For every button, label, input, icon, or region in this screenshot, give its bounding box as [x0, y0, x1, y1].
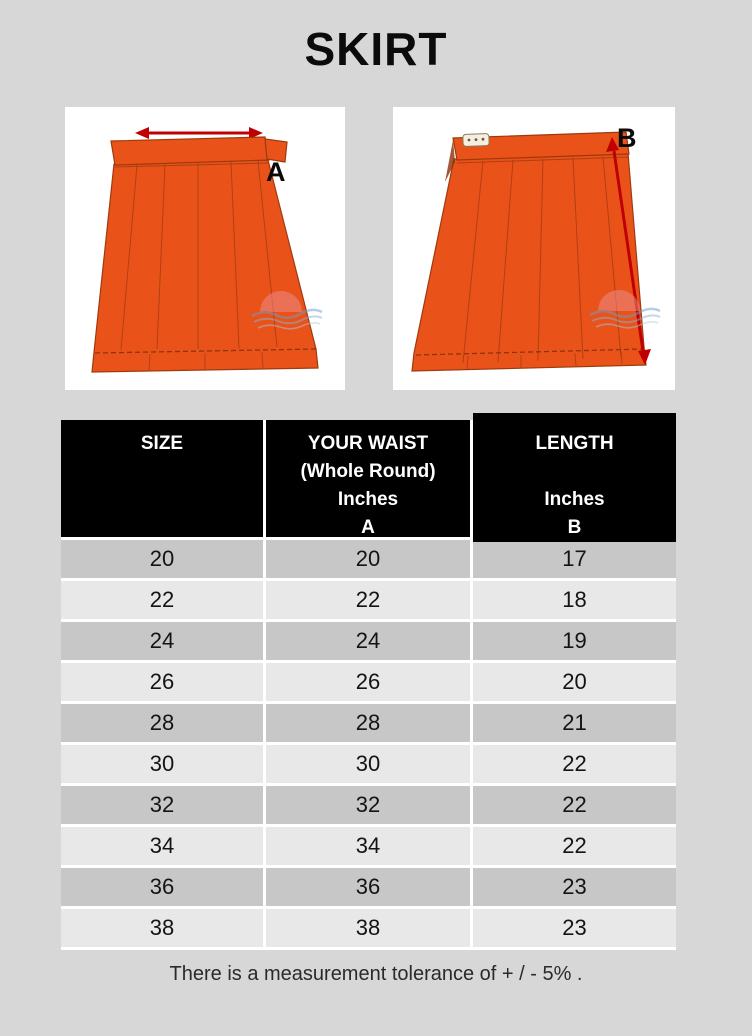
- cell-waist: 36: [266, 868, 470, 906]
- cell-size: 30: [61, 745, 263, 783]
- cell-waist: 38: [266, 909, 470, 947]
- column-header-size: SIZE: [61, 420, 263, 537]
- cell-length: 22: [473, 745, 676, 783]
- cell-waist: 30: [266, 745, 470, 783]
- dimension-label-a: A: [266, 157, 286, 187]
- watermark-logo: [589, 290, 661, 329]
- cell-size: 26: [61, 663, 263, 701]
- skirt-side-drawing: [411, 131, 647, 372]
- size-chart-table: SIZE YOUR WAIST (Whole Round) Inches A L…: [61, 420, 676, 950]
- cell-waist: 22: [266, 581, 470, 619]
- dimension-label-b: B: [617, 123, 637, 153]
- skirt-front-illustration: [91, 127, 323, 373]
- cell-size: 20: [61, 540, 263, 578]
- cell-length: 20: [473, 663, 676, 701]
- cell-size: 34: [61, 827, 263, 865]
- cell-waist: 26: [266, 663, 470, 701]
- skirt-front-figure: A: [65, 107, 345, 390]
- cell-size: 38: [61, 909, 263, 947]
- cell-waist: 28: [266, 704, 470, 742]
- cell-size: 36: [61, 868, 263, 906]
- column-header-waist: YOUR WAIST (Whole Round) Inches A: [266, 420, 470, 538]
- cell-waist: 32: [266, 786, 470, 824]
- cell-size: 28: [61, 704, 263, 742]
- waist-width-arrow-icon: [135, 127, 263, 139]
- cell-length: 23: [473, 909, 676, 947]
- cell-length: 22: [473, 786, 676, 824]
- cell-size: 24: [61, 622, 263, 660]
- watermark-logo: [251, 291, 323, 330]
- cell-length: 22: [473, 827, 676, 865]
- skirt-side-figure: B: [393, 107, 675, 390]
- cell-size: 32: [61, 786, 263, 824]
- page-title: SKIRT: [304, 23, 448, 75]
- cell-length: 23: [473, 868, 676, 906]
- cell-waist: 20: [266, 540, 470, 578]
- length-arrow-icon: [606, 137, 651, 365]
- skirt-side-illustration: [411, 131, 661, 372]
- cell-length: 21: [473, 704, 676, 742]
- tolerance-note: There is a measurement tolerance of + / …: [169, 963, 583, 985]
- cell-length: 17: [473, 540, 676, 578]
- cell-size: 22: [61, 581, 263, 619]
- cell-length: 18: [473, 581, 676, 619]
- cell-waist: 34: [266, 827, 470, 865]
- cell-length: 19: [473, 622, 676, 660]
- column-header-length: LENGTH Inches B: [473, 420, 676, 538]
- cell-waist: 24: [266, 622, 470, 660]
